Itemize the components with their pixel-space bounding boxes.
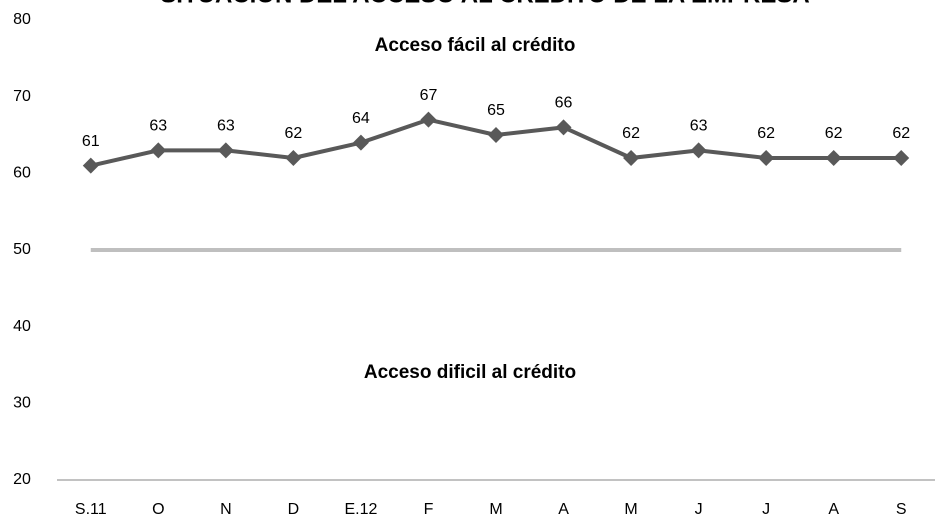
marker: [150, 142, 167, 159]
marker: [82, 157, 99, 174]
data-label: 67: [420, 87, 438, 104]
data-label: 62: [757, 125, 775, 142]
x-tick-label: A: [558, 501, 569, 518]
marker: [623, 150, 640, 166]
annotation: Acceso dificil al crédito: [364, 362, 576, 383]
data-label: 62: [622, 125, 640, 142]
x-tick-label: M: [489, 501, 502, 518]
data-label: 66: [555, 95, 573, 112]
data-label: 62: [284, 125, 302, 142]
data-label: 61: [82, 133, 100, 150]
x-tick-label: M: [624, 501, 637, 518]
x-tick-label: E.12: [344, 501, 377, 518]
marker: [893, 150, 910, 166]
marker: [690, 142, 707, 159]
x-tick-label: A: [828, 501, 839, 518]
y-tick-label: 70: [13, 88, 31, 105]
chart-title: SITUACIÓN DEL ACCESO AL CRÉDITO DE LA EM…: [160, 0, 809, 8]
x-tick-label: S: [896, 501, 907, 518]
data-label: 63: [217, 118, 235, 135]
marker: [825, 150, 842, 166]
marker: [352, 134, 369, 151]
marker: [758, 150, 775, 166]
y-tick-label: 20: [13, 471, 31, 488]
y-tick-label: 50: [13, 241, 31, 258]
data-label: 62: [892, 125, 910, 142]
x-tick-label: D: [288, 501, 300, 518]
y-tick-label: 80: [13, 11, 31, 28]
marker: [488, 127, 504, 143]
marker: [420, 111, 437, 128]
annotation: Acceso fácil al crédito: [375, 35, 576, 56]
data-label: 63: [690, 118, 708, 135]
x-tick-label: F: [424, 501, 434, 518]
marker: [285, 150, 302, 166]
data-label: 62: [825, 125, 843, 142]
marker: [217, 142, 234, 159]
data-label: 65: [487, 102, 505, 119]
data-label: 63: [149, 118, 167, 135]
x-tick-label: J: [762, 501, 770, 518]
y-tick-label: 60: [13, 165, 31, 182]
y-tick-label: 40: [13, 318, 31, 335]
x-tick-label: N: [220, 501, 232, 518]
y-tick-label: 30: [13, 395, 31, 412]
x-tick-label: O: [152, 501, 164, 518]
data-label: 64: [352, 110, 370, 127]
x-tick-label: S.11: [75, 501, 107, 518]
x-tick-label: J: [695, 501, 703, 518]
marker: [555, 119, 572, 136]
